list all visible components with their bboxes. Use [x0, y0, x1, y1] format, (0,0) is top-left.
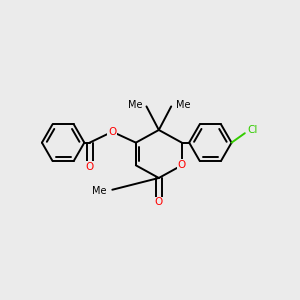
Text: Me: Me — [128, 100, 142, 110]
Text: Me: Me — [92, 186, 106, 196]
Text: O: O — [108, 127, 116, 137]
Text: Me: Me — [176, 100, 190, 110]
Text: Cl: Cl — [247, 125, 257, 135]
Text: O: O — [85, 162, 94, 172]
Text: O: O — [155, 197, 163, 207]
Text: O: O — [178, 160, 186, 170]
